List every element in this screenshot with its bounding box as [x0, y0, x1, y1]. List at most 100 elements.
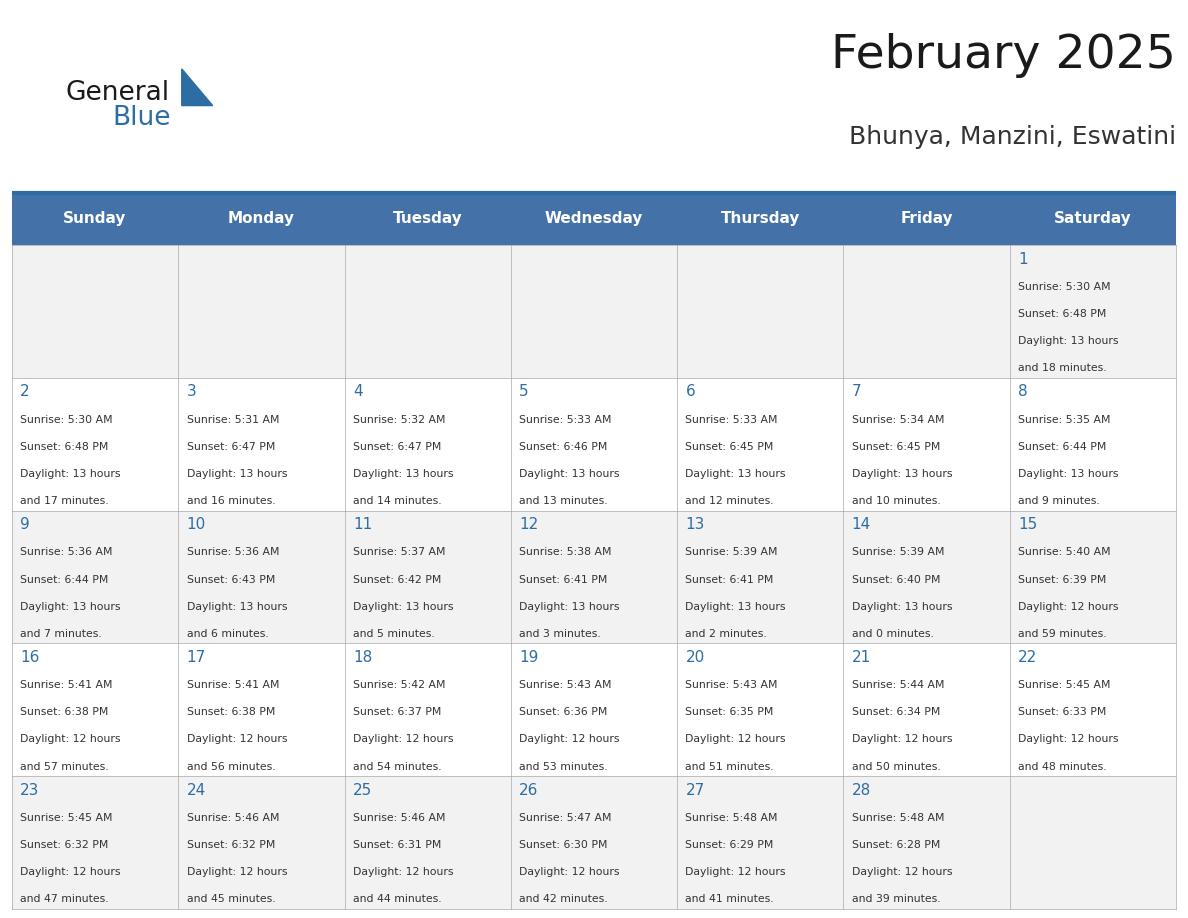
Text: and 12 minutes.: and 12 minutes.: [685, 497, 775, 506]
Text: 8: 8: [1018, 385, 1028, 399]
Text: 13: 13: [685, 517, 704, 532]
Bar: [1010, 510, 1176, 644]
Text: Sunrise: 5:41 AM: Sunrise: 5:41 AM: [187, 680, 279, 690]
Text: Sunset: 6:48 PM: Sunset: 6:48 PM: [1018, 309, 1106, 319]
Bar: [345, 644, 511, 776]
Text: Daylight: 12 hours: Daylight: 12 hours: [187, 734, 287, 744]
Text: and 56 minutes.: and 56 minutes.: [187, 762, 276, 772]
Text: Sunset: 6:37 PM: Sunset: 6:37 PM: [353, 707, 441, 717]
Text: and 7 minutes.: and 7 minutes.: [20, 629, 102, 639]
Text: Sunset: 6:30 PM: Sunset: 6:30 PM: [519, 840, 607, 850]
Text: Daylight: 12 hours: Daylight: 12 hours: [1018, 734, 1119, 744]
Text: Daylight: 13 hours: Daylight: 13 hours: [353, 469, 454, 479]
Text: 21: 21: [852, 650, 871, 665]
Text: Sunset: 6:28 PM: Sunset: 6:28 PM: [852, 840, 940, 850]
Bar: [345, 776, 511, 909]
Text: Daylight: 12 hours: Daylight: 12 hours: [1018, 601, 1119, 611]
Text: Tuesday: Tuesday: [393, 211, 462, 227]
Text: 11: 11: [353, 517, 372, 532]
Text: Sunset: 6:42 PM: Sunset: 6:42 PM: [353, 575, 441, 585]
Text: Sunset: 6:45 PM: Sunset: 6:45 PM: [685, 442, 773, 452]
Text: Monday: Monday: [228, 211, 295, 227]
Text: Daylight: 12 hours: Daylight: 12 hours: [519, 868, 620, 878]
Text: Daylight: 13 hours: Daylight: 13 hours: [1018, 469, 1119, 479]
Text: Daylight: 13 hours: Daylight: 13 hours: [519, 469, 620, 479]
Text: Sunset: 6:44 PM: Sunset: 6:44 PM: [20, 575, 108, 585]
Text: Sunset: 6:43 PM: Sunset: 6:43 PM: [187, 575, 274, 585]
Text: Daylight: 13 hours: Daylight: 13 hours: [20, 469, 121, 479]
Text: Sunset: 6:47 PM: Sunset: 6:47 PM: [187, 442, 274, 452]
Text: Daylight: 13 hours: Daylight: 13 hours: [353, 601, 454, 611]
Text: Daylight: 12 hours: Daylight: 12 hours: [20, 868, 121, 878]
Text: 7: 7: [852, 385, 861, 399]
Text: and 42 minutes.: and 42 minutes.: [519, 894, 608, 904]
Text: Sunset: 6:48 PM: Sunset: 6:48 PM: [20, 442, 108, 452]
Bar: [843, 776, 1010, 909]
Text: and 3 minutes.: and 3 minutes.: [519, 629, 601, 639]
Polygon shape: [182, 69, 213, 106]
Text: Sunset: 6:32 PM: Sunset: 6:32 PM: [187, 840, 274, 850]
Text: Sunrise: 5:45 AM: Sunrise: 5:45 AM: [20, 812, 113, 823]
Text: 17: 17: [187, 650, 206, 665]
Text: and 59 minutes.: and 59 minutes.: [1018, 629, 1107, 639]
Bar: [677, 378, 843, 510]
Text: Sunrise: 5:46 AM: Sunrise: 5:46 AM: [187, 812, 279, 823]
Text: Sunrise: 5:34 AM: Sunrise: 5:34 AM: [852, 415, 944, 424]
Text: 1: 1: [1018, 252, 1028, 266]
Text: Daylight: 13 hours: Daylight: 13 hours: [519, 601, 620, 611]
Text: and 57 minutes.: and 57 minutes.: [20, 762, 109, 772]
Text: Sunset: 6:31 PM: Sunset: 6:31 PM: [353, 840, 441, 850]
Text: Sunset: 6:46 PM: Sunset: 6:46 PM: [519, 442, 607, 452]
Text: 25: 25: [353, 782, 372, 798]
Text: and 50 minutes.: and 50 minutes.: [852, 762, 941, 772]
Bar: [511, 644, 677, 776]
Text: Daylight: 12 hours: Daylight: 12 hours: [519, 734, 620, 744]
Text: Daylight: 13 hours: Daylight: 13 hours: [852, 601, 953, 611]
Text: 23: 23: [20, 782, 39, 798]
Text: Daylight: 12 hours: Daylight: 12 hours: [852, 868, 953, 878]
Text: 27: 27: [685, 782, 704, 798]
Text: and 48 minutes.: and 48 minutes.: [1018, 762, 1107, 772]
Text: Daylight: 13 hours: Daylight: 13 hours: [187, 601, 287, 611]
Text: 20: 20: [685, 650, 704, 665]
Text: Sunrise: 5:33 AM: Sunrise: 5:33 AM: [685, 415, 778, 424]
Bar: [511, 510, 677, 644]
Text: February 2025: February 2025: [832, 33, 1176, 78]
Text: Daylight: 13 hours: Daylight: 13 hours: [685, 469, 786, 479]
Text: and 0 minutes.: and 0 minutes.: [852, 629, 934, 639]
Text: and 53 minutes.: and 53 minutes.: [519, 762, 608, 772]
Text: and 45 minutes.: and 45 minutes.: [187, 894, 276, 904]
Text: Sunrise: 5:33 AM: Sunrise: 5:33 AM: [519, 415, 612, 424]
Text: 4: 4: [353, 385, 362, 399]
Text: 6: 6: [685, 385, 695, 399]
Text: Sunrise: 5:36 AM: Sunrise: 5:36 AM: [20, 547, 113, 557]
Text: Blue: Blue: [113, 106, 171, 131]
Text: Sunset: 6:38 PM: Sunset: 6:38 PM: [187, 707, 274, 717]
Text: Friday: Friday: [901, 211, 953, 227]
Text: 2: 2: [20, 385, 30, 399]
Text: Daylight: 13 hours: Daylight: 13 hours: [852, 469, 953, 479]
Bar: [12, 245, 178, 378]
Text: Sunrise: 5:42 AM: Sunrise: 5:42 AM: [353, 680, 446, 690]
Bar: [511, 776, 677, 909]
Text: Sunrise: 5:45 AM: Sunrise: 5:45 AM: [1018, 680, 1111, 690]
Bar: [511, 245, 677, 378]
Bar: [511, 378, 677, 510]
Text: Sunset: 6:47 PM: Sunset: 6:47 PM: [353, 442, 441, 452]
Text: and 10 minutes.: and 10 minutes.: [852, 497, 941, 506]
Bar: [843, 378, 1010, 510]
Text: and 14 minutes.: and 14 minutes.: [353, 497, 442, 506]
Bar: [12, 644, 178, 776]
Bar: [1010, 644, 1176, 776]
Text: Daylight: 13 hours: Daylight: 13 hours: [685, 601, 786, 611]
Text: General: General: [65, 80, 170, 106]
Text: and 54 minutes.: and 54 minutes.: [353, 762, 442, 772]
Text: Sunset: 6:33 PM: Sunset: 6:33 PM: [1018, 707, 1106, 717]
Text: Sunset: 6:40 PM: Sunset: 6:40 PM: [852, 575, 940, 585]
Text: 3: 3: [187, 385, 196, 399]
Text: Sunset: 6:32 PM: Sunset: 6:32 PM: [20, 840, 108, 850]
Bar: [1010, 378, 1176, 510]
Text: Thursday: Thursday: [721, 211, 800, 227]
Text: Daylight: 12 hours: Daylight: 12 hours: [685, 868, 786, 878]
Text: Sunrise: 5:37 AM: Sunrise: 5:37 AM: [353, 547, 446, 557]
